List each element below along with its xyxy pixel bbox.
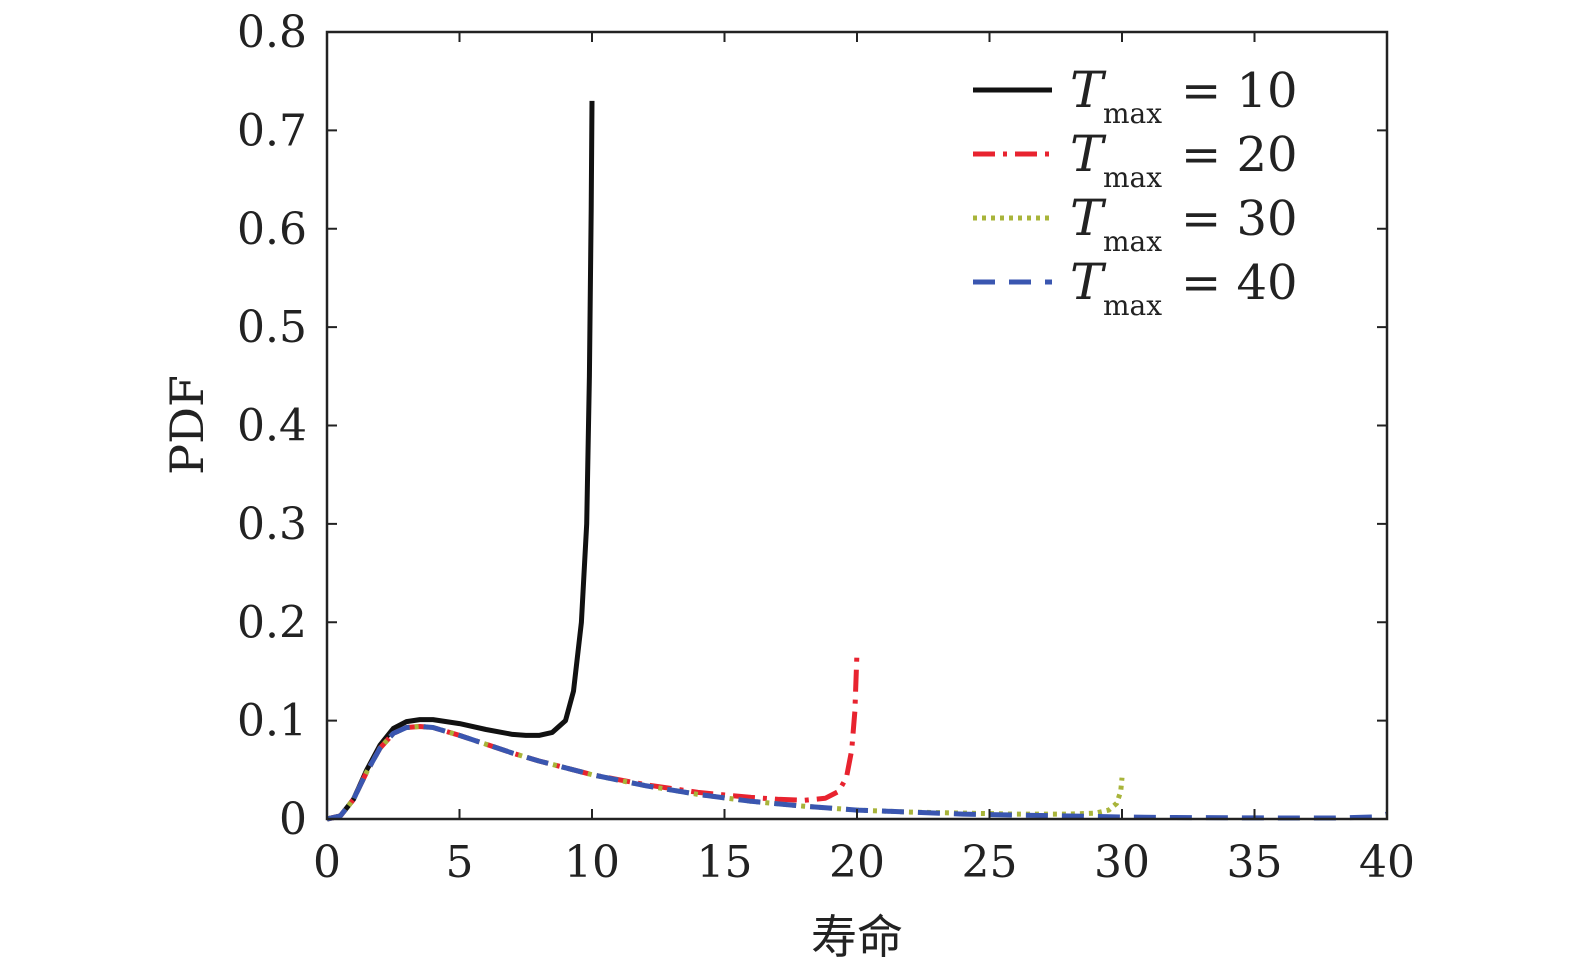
x-tick-label: 5 — [446, 837, 474, 888]
legend-subscript: max — [1103, 289, 1162, 322]
y-tick-label: 0.7 — [237, 105, 307, 156]
y-tick-label: 0.8 — [237, 7, 307, 58]
series-line-4 — [326, 724, 1388, 822]
plot-lines — [326, 100, 1388, 822]
legend-value: = 40 — [1181, 255, 1298, 311]
series-line-2 — [326, 651, 860, 822]
legend-value: = 20 — [1181, 127, 1298, 183]
y-tick-label: 0.1 — [237, 696, 307, 747]
legend-value: = 30 — [1181, 191, 1298, 247]
x-tick-label: 40 — [1359, 837, 1415, 888]
legend-value: = 10 — [1181, 63, 1298, 119]
y-axis-title: PDF — [160, 375, 214, 475]
x-tick-label: 20 — [829, 837, 885, 888]
series-line-3 — [326, 724, 1125, 822]
y-tick-label: 0.4 — [237, 401, 307, 452]
legend-symbol: T — [1070, 61, 1107, 119]
x-tick-label: 35 — [1227, 837, 1283, 888]
y-tick-label: 0.6 — [237, 204, 307, 255]
x-tick-label: 30 — [1094, 837, 1150, 888]
x-tick-label: 25 — [962, 837, 1018, 888]
y-tick-labels: 0 0.1 0.2 0.3 0.4 0.5 0.6 0.7 0.8 — [237, 7, 307, 845]
x-axis-title: 寿命 — [811, 910, 903, 964]
y-tick-label: 0 — [279, 794, 307, 845]
series-line-1 — [326, 100, 595, 822]
x-tick-label: 15 — [697, 837, 753, 888]
legend-symbol: T — [1070, 125, 1107, 183]
x-tick-label: 0 — [313, 837, 341, 888]
y-tick-label: 0.2 — [237, 597, 307, 648]
x-tick-labels: 0 5 10 15 20 25 30 35 40 — [313, 837, 1415, 888]
legend-symbol: T — [1070, 253, 1107, 311]
y-tick-label: 0.3 — [237, 499, 307, 550]
legend-subscript: max — [1103, 97, 1162, 130]
x-tick-label: 10 — [564, 837, 620, 888]
legend-symbol: T — [1070, 189, 1107, 247]
legend-subscript: max — [1103, 225, 1162, 258]
axis-ticks — [326, 31, 1388, 820]
y-tick-label: 0.5 — [237, 302, 307, 353]
legend-subscript: max — [1103, 161, 1162, 194]
